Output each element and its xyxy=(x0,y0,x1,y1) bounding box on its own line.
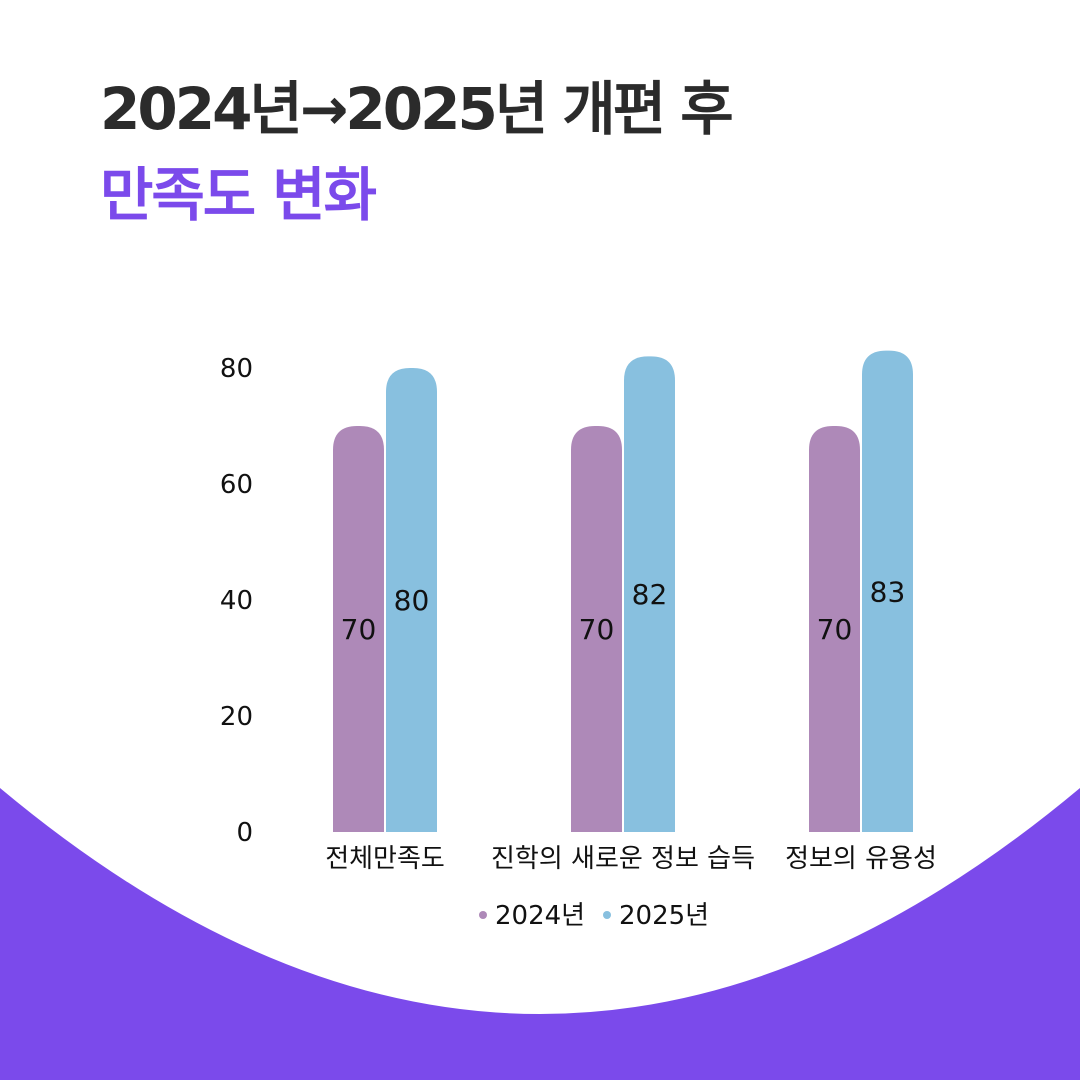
y-tick-label: 20 xyxy=(220,702,253,732)
y-tick-label: 60 xyxy=(220,470,253,500)
data-label: 80 xyxy=(394,584,430,617)
bar xyxy=(809,426,860,832)
legend-label: 2025년 xyxy=(619,901,709,931)
data-label: 82 xyxy=(632,578,668,611)
y-tick-label: 0 xyxy=(236,818,253,848)
bar xyxy=(571,426,622,832)
y-tick-label: 80 xyxy=(220,354,253,384)
bar xyxy=(624,356,675,832)
page-title: 2024년→2025년 개편 후 xyxy=(100,75,734,143)
purple-wave-shape xyxy=(0,788,1080,1080)
data-label: 70 xyxy=(579,613,615,646)
x-category-label: 정보의 유용성 xyxy=(785,844,937,874)
legend-marker xyxy=(479,911,487,919)
bar xyxy=(333,426,384,832)
bar xyxy=(862,350,913,832)
data-label: 83 xyxy=(870,575,906,608)
data-label: 70 xyxy=(817,613,853,646)
page-subtitle: 만족도 변화 xyxy=(100,161,377,229)
legend-marker xyxy=(603,911,611,919)
x-category-label: 전체만족도 xyxy=(325,844,445,874)
legend-label: 2024년 xyxy=(495,901,585,931)
bar xyxy=(386,368,437,832)
x-category-label: 진학의 새로운 정보 습득 xyxy=(491,844,755,874)
y-tick-label: 40 xyxy=(220,586,253,616)
data-label: 70 xyxy=(341,613,377,646)
